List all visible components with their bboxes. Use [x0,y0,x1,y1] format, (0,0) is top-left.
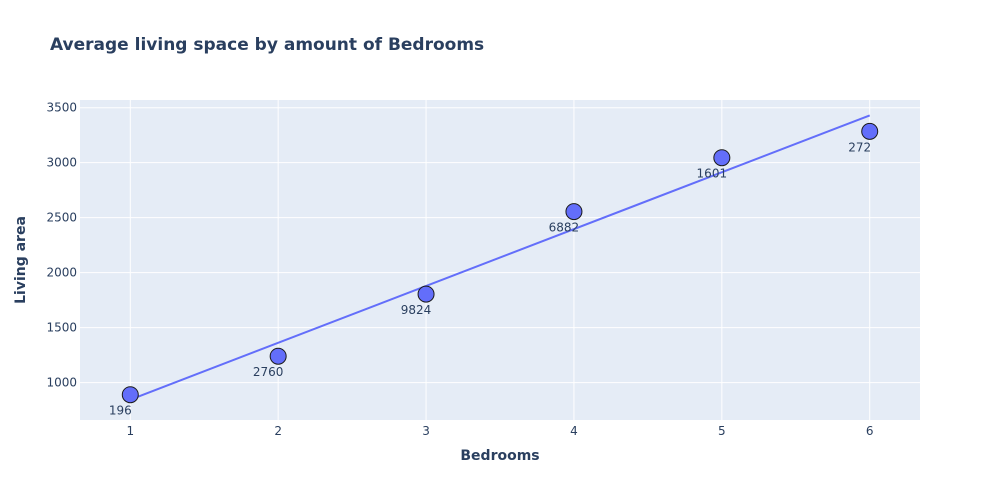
y-tick-label: 2500 [46,211,77,225]
x-tick-label: 4 [570,424,578,438]
trendline [129,114,871,401]
y-tick-label: 1000 [46,376,77,390]
y-axis-title: Living area [13,216,29,304]
data-label: 6882 [549,221,580,235]
data-labels: 196 2760 9824 6882 1601 272 [109,140,871,417]
y-tick-label: 3000 [46,156,77,170]
data-label: 1601 [697,167,728,181]
y-tick-label: 3500 [46,101,77,115]
data-label: 9824 [401,303,432,317]
data-label: 272 [848,140,871,154]
y-tick-label: 2000 [46,266,77,280]
data-point [565,203,583,221]
data-point [269,347,287,365]
chart-title: Average living space by amount of Bedroo… [50,35,484,55]
x-tick-label: 2 [274,424,282,438]
data-point [713,149,731,167]
y-tick-label: 1500 [46,321,77,335]
data-point [861,122,879,140]
x-axis-title: Bedrooms [460,448,539,464]
plot-area [80,100,920,420]
data-point [121,386,139,404]
trendline-layer [129,114,871,401]
tick-labels: 1 2 3 4 5 6 1000 1500 2000 2500 3000 3500 [46,101,873,438]
x-tick-label: 5 [718,424,726,438]
x-tick-label: 1 [126,424,134,438]
data-label: 196 [109,404,132,418]
x-tick-label: 3 [422,424,430,438]
data-point [417,285,435,303]
data-points [121,122,879,404]
grid-lines [80,100,920,420]
data-label: 2760 [253,365,284,379]
x-tick-label: 6 [866,424,874,438]
